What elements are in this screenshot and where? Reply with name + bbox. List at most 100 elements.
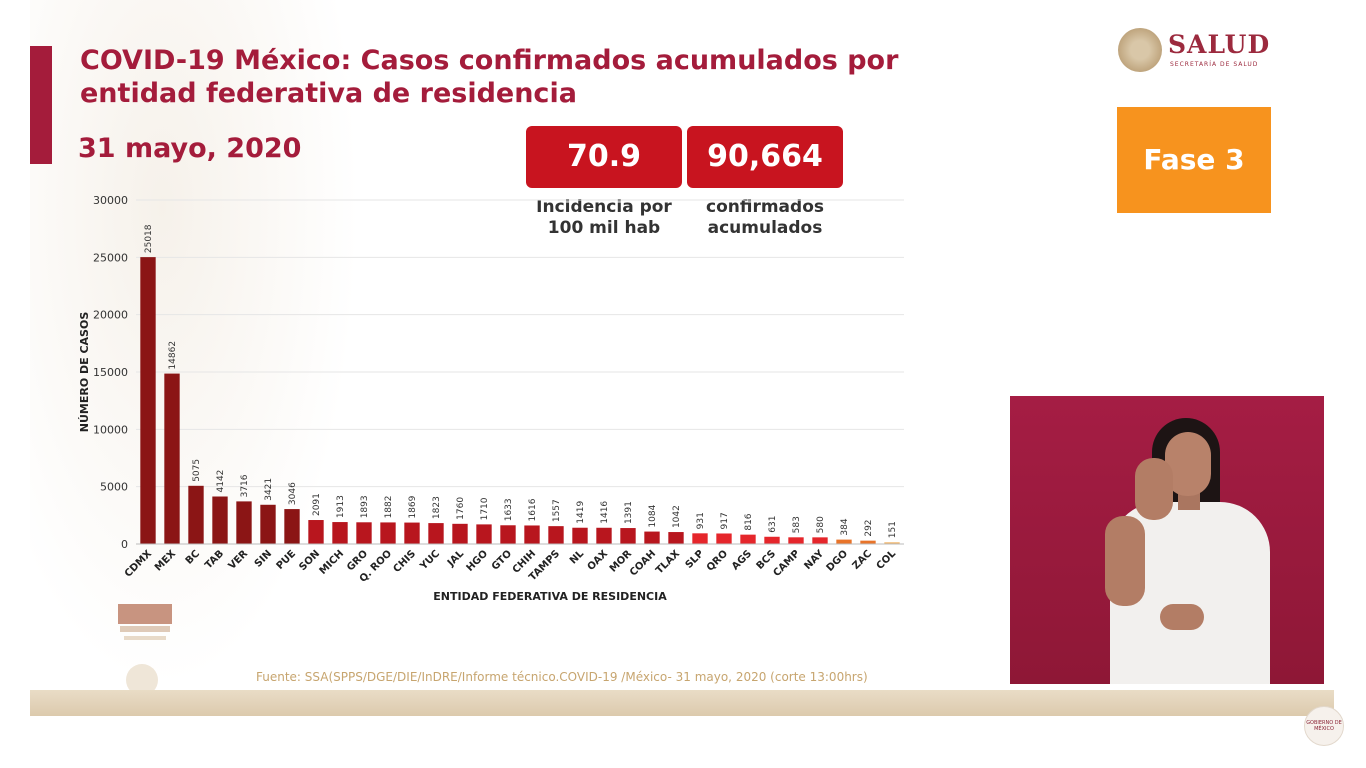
interpreter-hand-lower [1160, 604, 1204, 630]
bar [596, 527, 612, 544]
logo-wordmark: SALUD [1168, 30, 1271, 59]
slide: COVID-19 México: Casos confirmados acumu… [30, 0, 1334, 716]
incidence-label: Incidencia por 100 mil hab [516, 197, 692, 239]
bar-value-label: 384 [840, 518, 850, 535]
bar-value-label: 3716 [240, 474, 250, 497]
x-tick-label: MICH [318, 548, 347, 577]
x-tick-label: OAX [586, 548, 611, 573]
x-tick-label: DGO [825, 548, 850, 573]
bar [812, 537, 828, 544]
x-tick-label: MEX [153, 548, 178, 573]
y-tick-label: 15000 [93, 366, 128, 379]
x-tick-label: SIN [253, 548, 274, 569]
bar [284, 509, 300, 544]
bar [404, 522, 420, 544]
bar-value-label: 3046 [288, 482, 298, 505]
x-tick-label: COL [875, 548, 899, 572]
bar-value-label: 1084 [648, 504, 658, 527]
bar [668, 532, 684, 544]
historic-figures-logo [110, 590, 180, 650]
bar [644, 531, 660, 544]
bar-value-label: 1760 [456, 497, 466, 520]
bar-value-label: 3421 [264, 478, 274, 501]
title-line-2: entidad federativa de residencia [80, 78, 577, 109]
bar-value-label: 931 [696, 512, 706, 529]
y-tick-label: 5000 [100, 481, 128, 494]
confirmed-label-line-2: acumulados [707, 218, 823, 238]
title-line-1: COVID-19 México: Casos confirmados acumu… [80, 45, 899, 76]
x-tick-label: YUC [418, 548, 443, 573]
confirmed-value-box: 90,664 [687, 126, 843, 188]
bar-value-label: 1869 [408, 495, 418, 518]
bar [140, 257, 156, 544]
y-tick-label: 25000 [93, 251, 128, 264]
x-tick-label: BC [184, 548, 202, 566]
bar [308, 520, 324, 544]
bar-value-label: 583 [792, 516, 802, 533]
report-date: 31 mayo, 2020 [78, 133, 302, 164]
confirmed-label-line-1: confirmados [706, 197, 824, 217]
x-tick-label: SLP [684, 548, 707, 571]
confirmed-label: confirmados acumulados [680, 197, 850, 239]
bar-value-label: 25018 [144, 224, 154, 253]
bar-value-label: 1913 [336, 495, 346, 518]
cases-bar-chart: 0 5000 10000 15000 20000 25000 30000 NÚMERO DE … [78, 194, 904, 603]
bar [356, 522, 372, 544]
y-axis-label: NÚMERO DE CASOS [78, 312, 91, 433]
bar-value-label: 1616 [528, 498, 538, 521]
left-frame [0, 0, 30, 768]
source-note: Fuente: SSA(SPPS/DGE/DIE/InDRE/Informe t… [256, 670, 868, 684]
bar-value-label: 1419 [576, 501, 586, 524]
bar [764, 536, 780, 544]
interpreter-neck [1178, 492, 1200, 510]
x-tick-label: CDMX [123, 548, 155, 580]
bar-value-label: 580 [816, 516, 826, 533]
bar [236, 501, 252, 544]
bar-value-label: 2091 [312, 493, 322, 516]
bar [332, 522, 348, 544]
bar [620, 528, 636, 544]
y-tick-label: 0 [121, 538, 128, 551]
bar-value-label: 1416 [600, 501, 610, 524]
sign-language-interpreter-video [1010, 396, 1324, 684]
bar [884, 542, 900, 544]
bar [548, 526, 564, 544]
x-tick-label: PUE [275, 548, 299, 572]
page-title: COVID-19 México: Casos confirmados acumu… [80, 44, 960, 110]
bar-value-label: 1391 [624, 501, 634, 524]
bar [788, 537, 804, 544]
bar-value-label: 1557 [552, 499, 562, 522]
background-watermark [30, 0, 360, 690]
bar-value-label: 631 [768, 516, 778, 533]
bar-value-label: 1633 [504, 498, 514, 521]
bar [524, 525, 540, 544]
bar [188, 485, 204, 544]
incidence-label-line-2: 100 mil hab [547, 218, 661, 238]
incidence-label-line-1: Incidencia por [536, 197, 672, 217]
bar-value-label: 5075 [192, 459, 202, 482]
bar [740, 534, 756, 544]
bar-value-label: 816 [744, 513, 754, 530]
bar [452, 523, 468, 544]
bar [260, 504, 276, 544]
x-tick-label: CAMP [771, 548, 802, 579]
x-tick-label: TAB [203, 548, 226, 571]
bar [380, 522, 396, 544]
gobierno-badge-icon: GOBIERNO DE MÉXICO [1304, 706, 1344, 746]
bar-value-label: 151 [888, 521, 898, 538]
bar-value-label: 917 [720, 512, 730, 529]
national-seal-icon [1118, 28, 1162, 72]
x-tick-label: HGO [465, 548, 491, 574]
bar [164, 373, 180, 544]
logo-subtitle: SECRETARÍA DE SALUD [1170, 61, 1259, 68]
y-tick-label: 10000 [93, 423, 128, 436]
bar [500, 525, 516, 544]
incidence-value-box: 70.9 [526, 126, 682, 188]
phase-badge: Fase 3 [1117, 107, 1271, 213]
bar-value-label: 1823 [432, 496, 442, 519]
salud-logo: SALUD SECRETARÍA DE SALUD [1118, 28, 1278, 76]
x-tick-label: JAL [445, 548, 467, 570]
x-tick-label: NL [568, 548, 587, 567]
bar-value-label: 1042 [672, 505, 682, 528]
x-axis-label: ENTIDAD FEDERATIVA DE RESIDENCIA [433, 590, 667, 603]
